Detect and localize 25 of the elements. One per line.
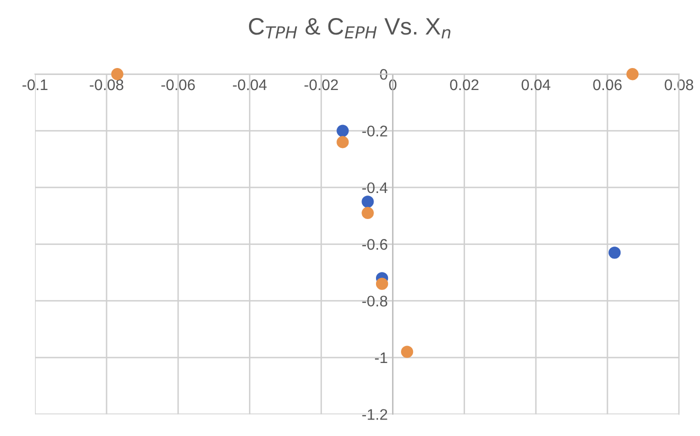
x-tick-label: -0.1 [22,79,48,90]
x-tick-label: 0.02 [450,79,478,90]
point [336,136,349,148]
point [362,196,374,208]
x-tick-label: 0 [389,79,396,90]
point [336,124,349,137]
y-tick-label: -0.8 [362,296,388,307]
x-tick-label: -0.06 [161,79,195,90]
point [401,346,414,358]
x-tick-label: -0.02 [304,79,338,90]
point [626,68,639,80]
y-tick-label: -0.6 [362,239,388,250]
y-tick-label: -1 [375,352,388,364]
y-tick-label: -1.2 [362,409,388,420]
y-tick-label: 0 [380,68,388,80]
x-tick-label: 0.04 [522,79,550,90]
x-tick-label: -0.04 [232,79,267,90]
point [376,278,388,290]
x-tick-label: 0.06 [593,79,622,90]
point [362,206,374,220]
y-tick-label: -0.2 [362,126,388,136]
y-tick-label: -0.4 [362,182,388,194]
point [608,246,621,259]
chart-title: C$_{TPH}$ & C$_{EPH}$ Vs. X$_{n}$ [248,18,450,38]
x-tick-label: -0.08 [90,79,124,90]
